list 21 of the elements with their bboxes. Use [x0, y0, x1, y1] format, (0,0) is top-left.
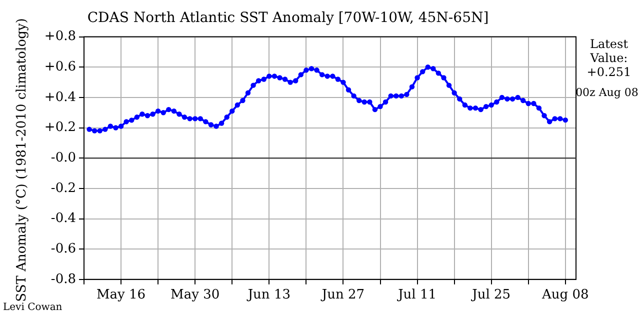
- x-tick-label: Jul 25: [470, 288, 511, 303]
- y-tick-label: -0.4: [50, 211, 76, 226]
- x-tick-label: Aug 08: [541, 288, 589, 303]
- text: Levi Cowan: [3, 302, 62, 313]
- y-axis-title: SST Anomaly (°C) (1981-2010 climatology): [14, 18, 30, 302]
- x-tick-label: May 16: [96, 288, 146, 303]
- y-tick-label: -0.2: [50, 180, 76, 196]
- y-tick-label: -0.0: [50, 150, 76, 166]
- y-tick-label: -0.6: [50, 241, 76, 256]
- x-tick-label: Jun 13: [246, 288, 290, 303]
- y-tick-label: +0.8: [44, 29, 76, 44]
- annotation: 00z Aug 08: [574, 86, 640, 99]
- y-tick-label: -0.8: [50, 272, 76, 287]
- y-tick-label: +0.2: [44, 120, 76, 136]
- y-tick-label: +0.6: [44, 60, 76, 74]
- x-tick-label: May 30: [170, 288, 220, 303]
- x-tick-label: Jul 11: [396, 288, 436, 303]
- y-tick-label: +0.4: [44, 90, 76, 105]
- x-tick-label: Jun 27: [320, 288, 365, 303]
- text: Latest Value: +0.251: [586, 37, 632, 79]
- chart-title: CDAS North Atlantic SST Anomaly [70W-10W, 45N-65N]: [87, 10, 489, 26]
